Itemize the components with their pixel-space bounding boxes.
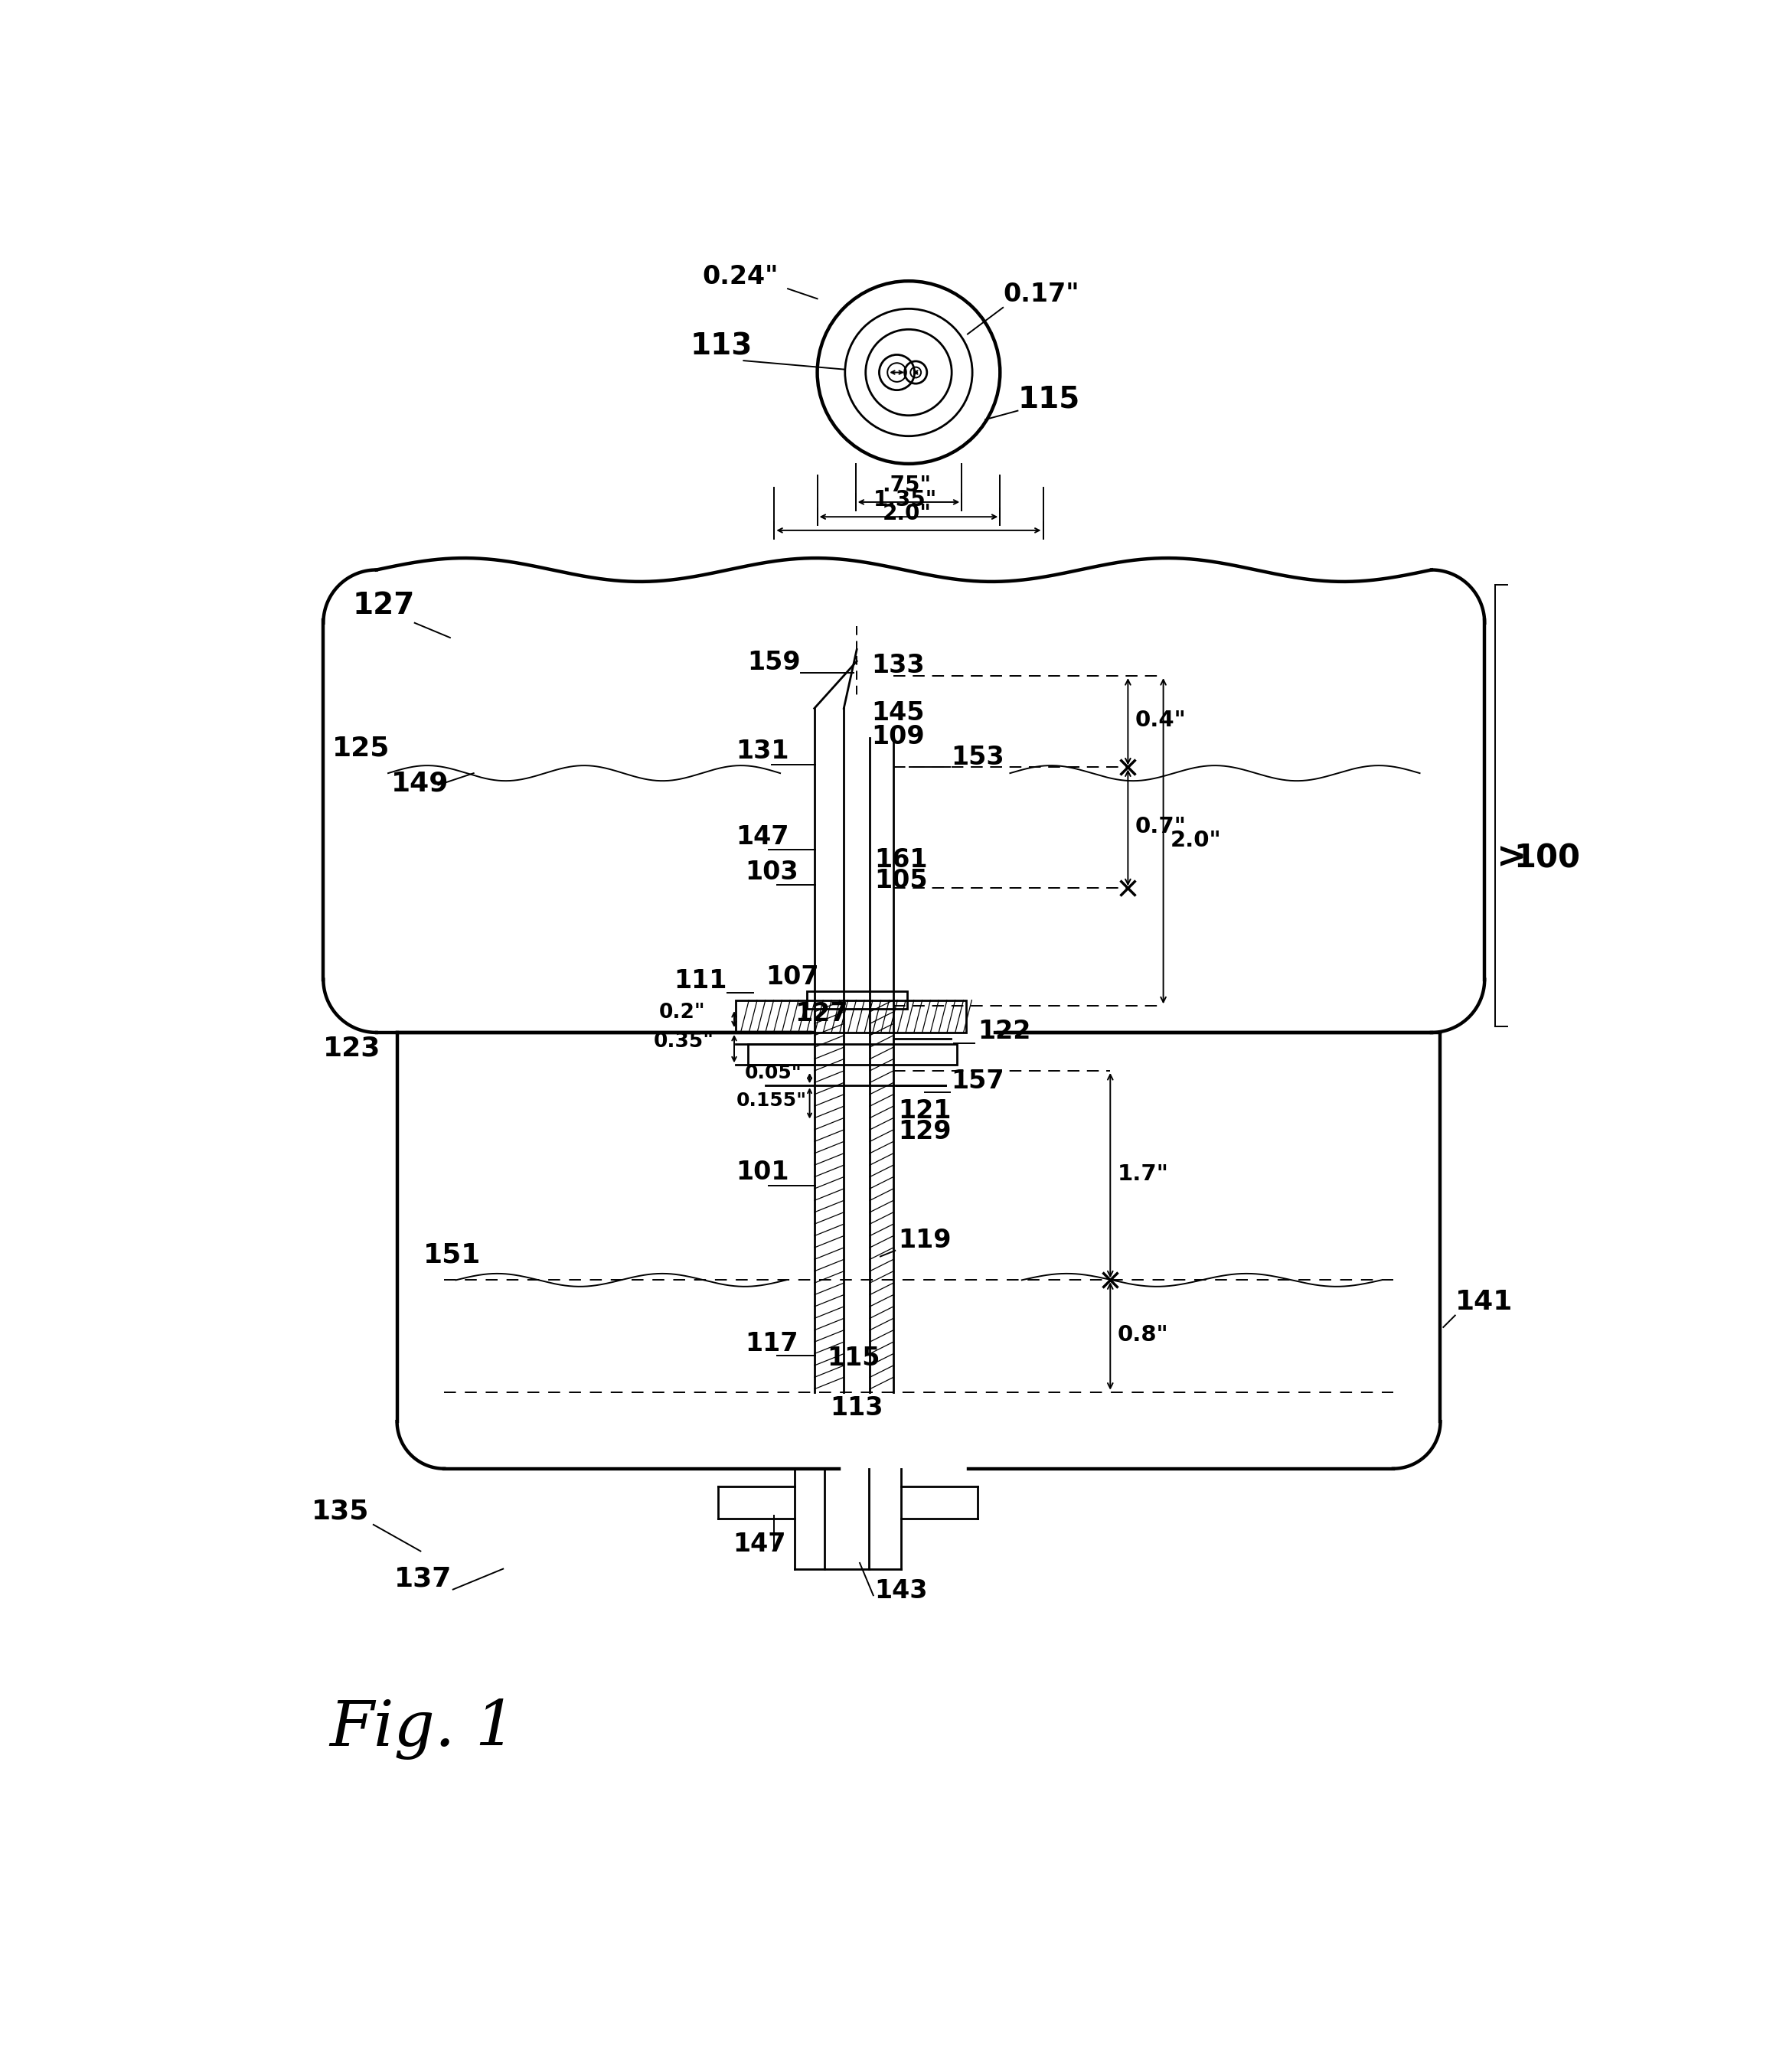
Text: .75": .75" — [883, 474, 931, 495]
Text: 141: 141 — [1456, 1289, 1512, 1316]
Text: 0.7": 0.7" — [1135, 816, 1186, 837]
Text: Fig. 1: Fig. 1 — [330, 1699, 516, 1759]
Text: 122: 122 — [977, 1019, 1030, 1044]
Text: 161: 161 — [874, 847, 927, 872]
Text: 123: 123 — [323, 1036, 381, 1061]
Text: 119: 119 — [899, 1229, 952, 1254]
Text: 101: 101 — [736, 1160, 789, 1185]
Text: 105: 105 — [874, 868, 927, 893]
Text: 0.2": 0.2" — [660, 1003, 706, 1021]
Text: 131: 131 — [736, 738, 789, 765]
Text: 125: 125 — [332, 736, 390, 760]
Text: 127: 127 — [794, 1001, 847, 1026]
Text: 153: 153 — [950, 744, 1005, 769]
Text: 0.8": 0.8" — [1117, 1324, 1168, 1345]
Text: 1.7": 1.7" — [1117, 1162, 1168, 1185]
Text: 151: 151 — [424, 1241, 480, 1268]
Text: >: > — [1496, 841, 1527, 874]
Text: 127: 127 — [353, 591, 415, 620]
Text: 111: 111 — [674, 968, 727, 995]
Text: 159: 159 — [748, 651, 801, 675]
Text: 115: 115 — [828, 1345, 881, 1372]
Text: 121: 121 — [899, 1098, 950, 1123]
Text: 129: 129 — [899, 1119, 952, 1144]
Bar — [807, 990, 908, 1009]
Text: 2.0": 2.0" — [883, 503, 931, 524]
Text: 100: 100 — [1514, 841, 1582, 874]
Bar — [736, 1001, 966, 1032]
Text: 109: 109 — [872, 723, 926, 750]
Text: 149: 149 — [392, 771, 449, 796]
Text: 137: 137 — [394, 1566, 452, 1591]
Text: 2.0": 2.0" — [1170, 831, 1222, 852]
Text: 143: 143 — [874, 1579, 927, 1604]
Text: 107: 107 — [766, 963, 819, 990]
Text: 115: 115 — [1018, 385, 1080, 414]
Text: 147: 147 — [736, 825, 789, 850]
Text: 0.35": 0.35" — [654, 1032, 715, 1053]
Text: 113: 113 — [690, 332, 754, 361]
Text: 133: 133 — [872, 653, 926, 678]
Text: 0.24": 0.24" — [702, 263, 778, 290]
Text: 147: 147 — [732, 1531, 785, 1556]
Text: 135: 135 — [312, 1498, 369, 1525]
Text: 157: 157 — [950, 1069, 1005, 1094]
Text: 0.05": 0.05" — [745, 1063, 801, 1082]
Text: 117: 117 — [745, 1330, 798, 1357]
Text: 0.4": 0.4" — [1135, 709, 1186, 731]
Text: 113: 113 — [830, 1397, 883, 1421]
Text: 0.17": 0.17" — [1004, 282, 1080, 307]
Text: 0.155": 0.155" — [736, 1092, 807, 1111]
Bar — [748, 1044, 957, 1065]
Text: 1.35": 1.35" — [874, 489, 936, 512]
Text: 145: 145 — [872, 700, 926, 725]
Text: 103: 103 — [745, 860, 798, 885]
